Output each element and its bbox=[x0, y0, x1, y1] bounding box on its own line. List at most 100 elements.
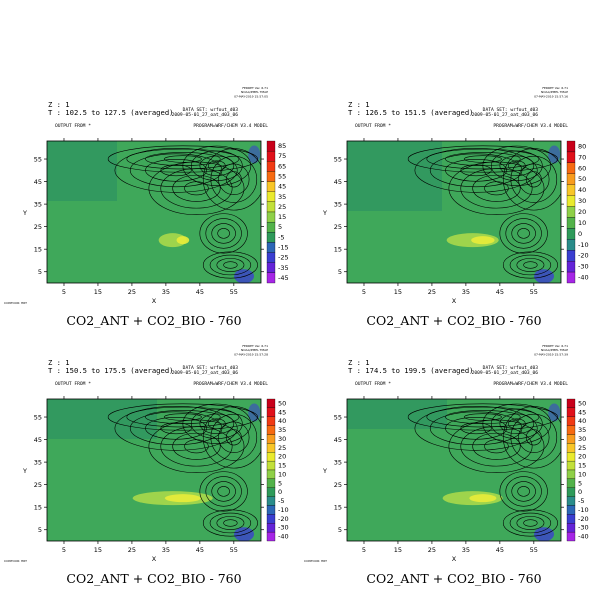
colorbar-swatch bbox=[266, 443, 276, 453]
colorbar-label: 70 bbox=[578, 153, 586, 161]
x-tick-label: 35 bbox=[162, 288, 170, 296]
z-label: Z : 1 bbox=[48, 358, 70, 367]
colorbar-label: -40 bbox=[578, 533, 589, 541]
contour-line bbox=[202, 406, 261, 469]
contour-line bbox=[505, 218, 542, 249]
contour-line bbox=[163, 155, 202, 163]
colorbar-swatch bbox=[566, 140, 576, 153]
contour-line bbox=[511, 481, 536, 502]
y-tick-label: 5 bbox=[38, 526, 42, 534]
colorbar-label: -45 bbox=[278, 274, 289, 282]
panel-caption: CO2_ANT + CO2_BIO - 760 bbox=[66, 313, 241, 328]
contour-line bbox=[460, 422, 492, 435]
plot-frame bbox=[346, 140, 562, 284]
contour-line bbox=[511, 223, 536, 244]
x-tick-label: 35 bbox=[162, 546, 170, 554]
colorbar-label: 40 bbox=[278, 417, 286, 425]
contour-line bbox=[509, 512, 552, 534]
program-label: PROGRAM=WRF/CHEM V3.4 MODEL bbox=[193, 123, 268, 129]
contour-line bbox=[510, 413, 558, 461]
plume-core bbox=[176, 236, 190, 245]
colorbar-label: 65 bbox=[278, 162, 286, 170]
x-tick-label: 5 bbox=[362, 546, 366, 554]
colorbar-swatch bbox=[266, 272, 276, 284]
colorbar-label: -40 bbox=[278, 533, 289, 541]
contour-line bbox=[202, 509, 258, 537]
contour-line bbox=[517, 228, 530, 239]
contour-line bbox=[499, 413, 535, 434]
y-tick-label: 45 bbox=[334, 178, 342, 186]
x-tick-label: 25 bbox=[128, 288, 136, 296]
colorbar-swatch bbox=[266, 478, 276, 488]
ferret-corner-line: NOAA/PMEL TMAP bbox=[241, 348, 268, 352]
program-label: PROGRAM=WRF/CHEM V3.4 MODEL bbox=[193, 381, 268, 387]
colorbar-label: 45 bbox=[278, 183, 286, 191]
data-set-label: DATA SET: wrfout_d03 bbox=[483, 365, 539, 371]
contour-line bbox=[445, 410, 521, 424]
contour-line bbox=[223, 519, 238, 527]
x-tick-label: 25 bbox=[428, 288, 436, 296]
colorbar-swatch bbox=[566, 478, 576, 488]
colorbar-label: -30 bbox=[278, 524, 289, 532]
y-axis-label: Y bbox=[22, 209, 27, 217]
colorbar-swatch bbox=[266, 181, 276, 192]
colorbar-swatch bbox=[266, 505, 276, 515]
plot-frame bbox=[46, 398, 262, 542]
colorbar-label: 15 bbox=[278, 462, 286, 470]
contour-line bbox=[472, 174, 521, 202]
colorbar-swatch bbox=[566, 407, 576, 417]
colorbar-swatch bbox=[566, 416, 576, 426]
contour-line bbox=[525, 429, 542, 446]
colorbar-swatch bbox=[566, 469, 576, 480]
x-axis-label: X bbox=[452, 297, 457, 305]
colorbar-swatch bbox=[266, 425, 276, 435]
colorbar-label: 20 bbox=[578, 208, 586, 216]
contour-line bbox=[216, 258, 245, 272]
ferret-corner-line: 07-MAY-2019 15:57:39 bbox=[534, 352, 568, 356]
x-tick-label: 45 bbox=[496, 288, 504, 296]
colorbar-swatch bbox=[566, 195, 576, 207]
colorbar-label: 60 bbox=[578, 164, 586, 172]
contour-line bbox=[448, 419, 545, 474]
colorbar-swatch bbox=[266, 150, 276, 162]
output-from: OUTPUT FROM * bbox=[55, 381, 91, 387]
program-label: PROGRAM=WRF/CHEM V3.4 MODEL bbox=[493, 381, 568, 387]
colorbar-label: 85 bbox=[278, 142, 286, 150]
contour-line bbox=[518, 421, 550, 454]
contour-line bbox=[463, 155, 502, 163]
x-tick-label: 15 bbox=[94, 288, 102, 296]
colorbar-label: -5 bbox=[578, 497, 584, 505]
panel-caption: CO2_ANT + CO2_BIO - 760 bbox=[366, 313, 541, 328]
colorbar-label: -40 bbox=[578, 274, 589, 282]
contour-line bbox=[199, 413, 235, 434]
colorbar-label: 15 bbox=[278, 213, 286, 221]
plume-core bbox=[471, 236, 495, 245]
contour-line bbox=[499, 213, 548, 254]
x-axis-label: X bbox=[152, 555, 157, 563]
plume-light bbox=[158, 233, 187, 248]
y-tick-label: 15 bbox=[34, 503, 42, 511]
colorbar-swatch bbox=[566, 217, 576, 229]
t-label: T : 102.5 to 127.5 (averaged) bbox=[48, 108, 174, 117]
output-from: OUTPUT FROM * bbox=[55, 123, 91, 129]
contour-line bbox=[172, 174, 221, 202]
contour-line bbox=[126, 148, 240, 170]
contour-line bbox=[217, 228, 230, 239]
contour-line bbox=[210, 155, 258, 203]
x-tick-label: 45 bbox=[496, 546, 504, 554]
contour-line bbox=[460, 164, 492, 177]
output-from: OUTPUT FROM * bbox=[355, 381, 391, 387]
contour-line bbox=[518, 163, 550, 196]
contour-line bbox=[126, 406, 240, 428]
contour-line bbox=[516, 258, 545, 272]
colorbar-label: 45 bbox=[578, 408, 586, 416]
x-tick-label: 35 bbox=[462, 288, 470, 296]
colorbar-swatch bbox=[266, 487, 276, 497]
colorbar-swatch bbox=[566, 173, 576, 185]
contour-line bbox=[217, 486, 230, 497]
colorbar-swatch bbox=[266, 262, 276, 274]
low-region bbox=[534, 527, 555, 541]
colorbar-label: -30 bbox=[578, 263, 589, 271]
contour-line bbox=[202, 148, 261, 211]
